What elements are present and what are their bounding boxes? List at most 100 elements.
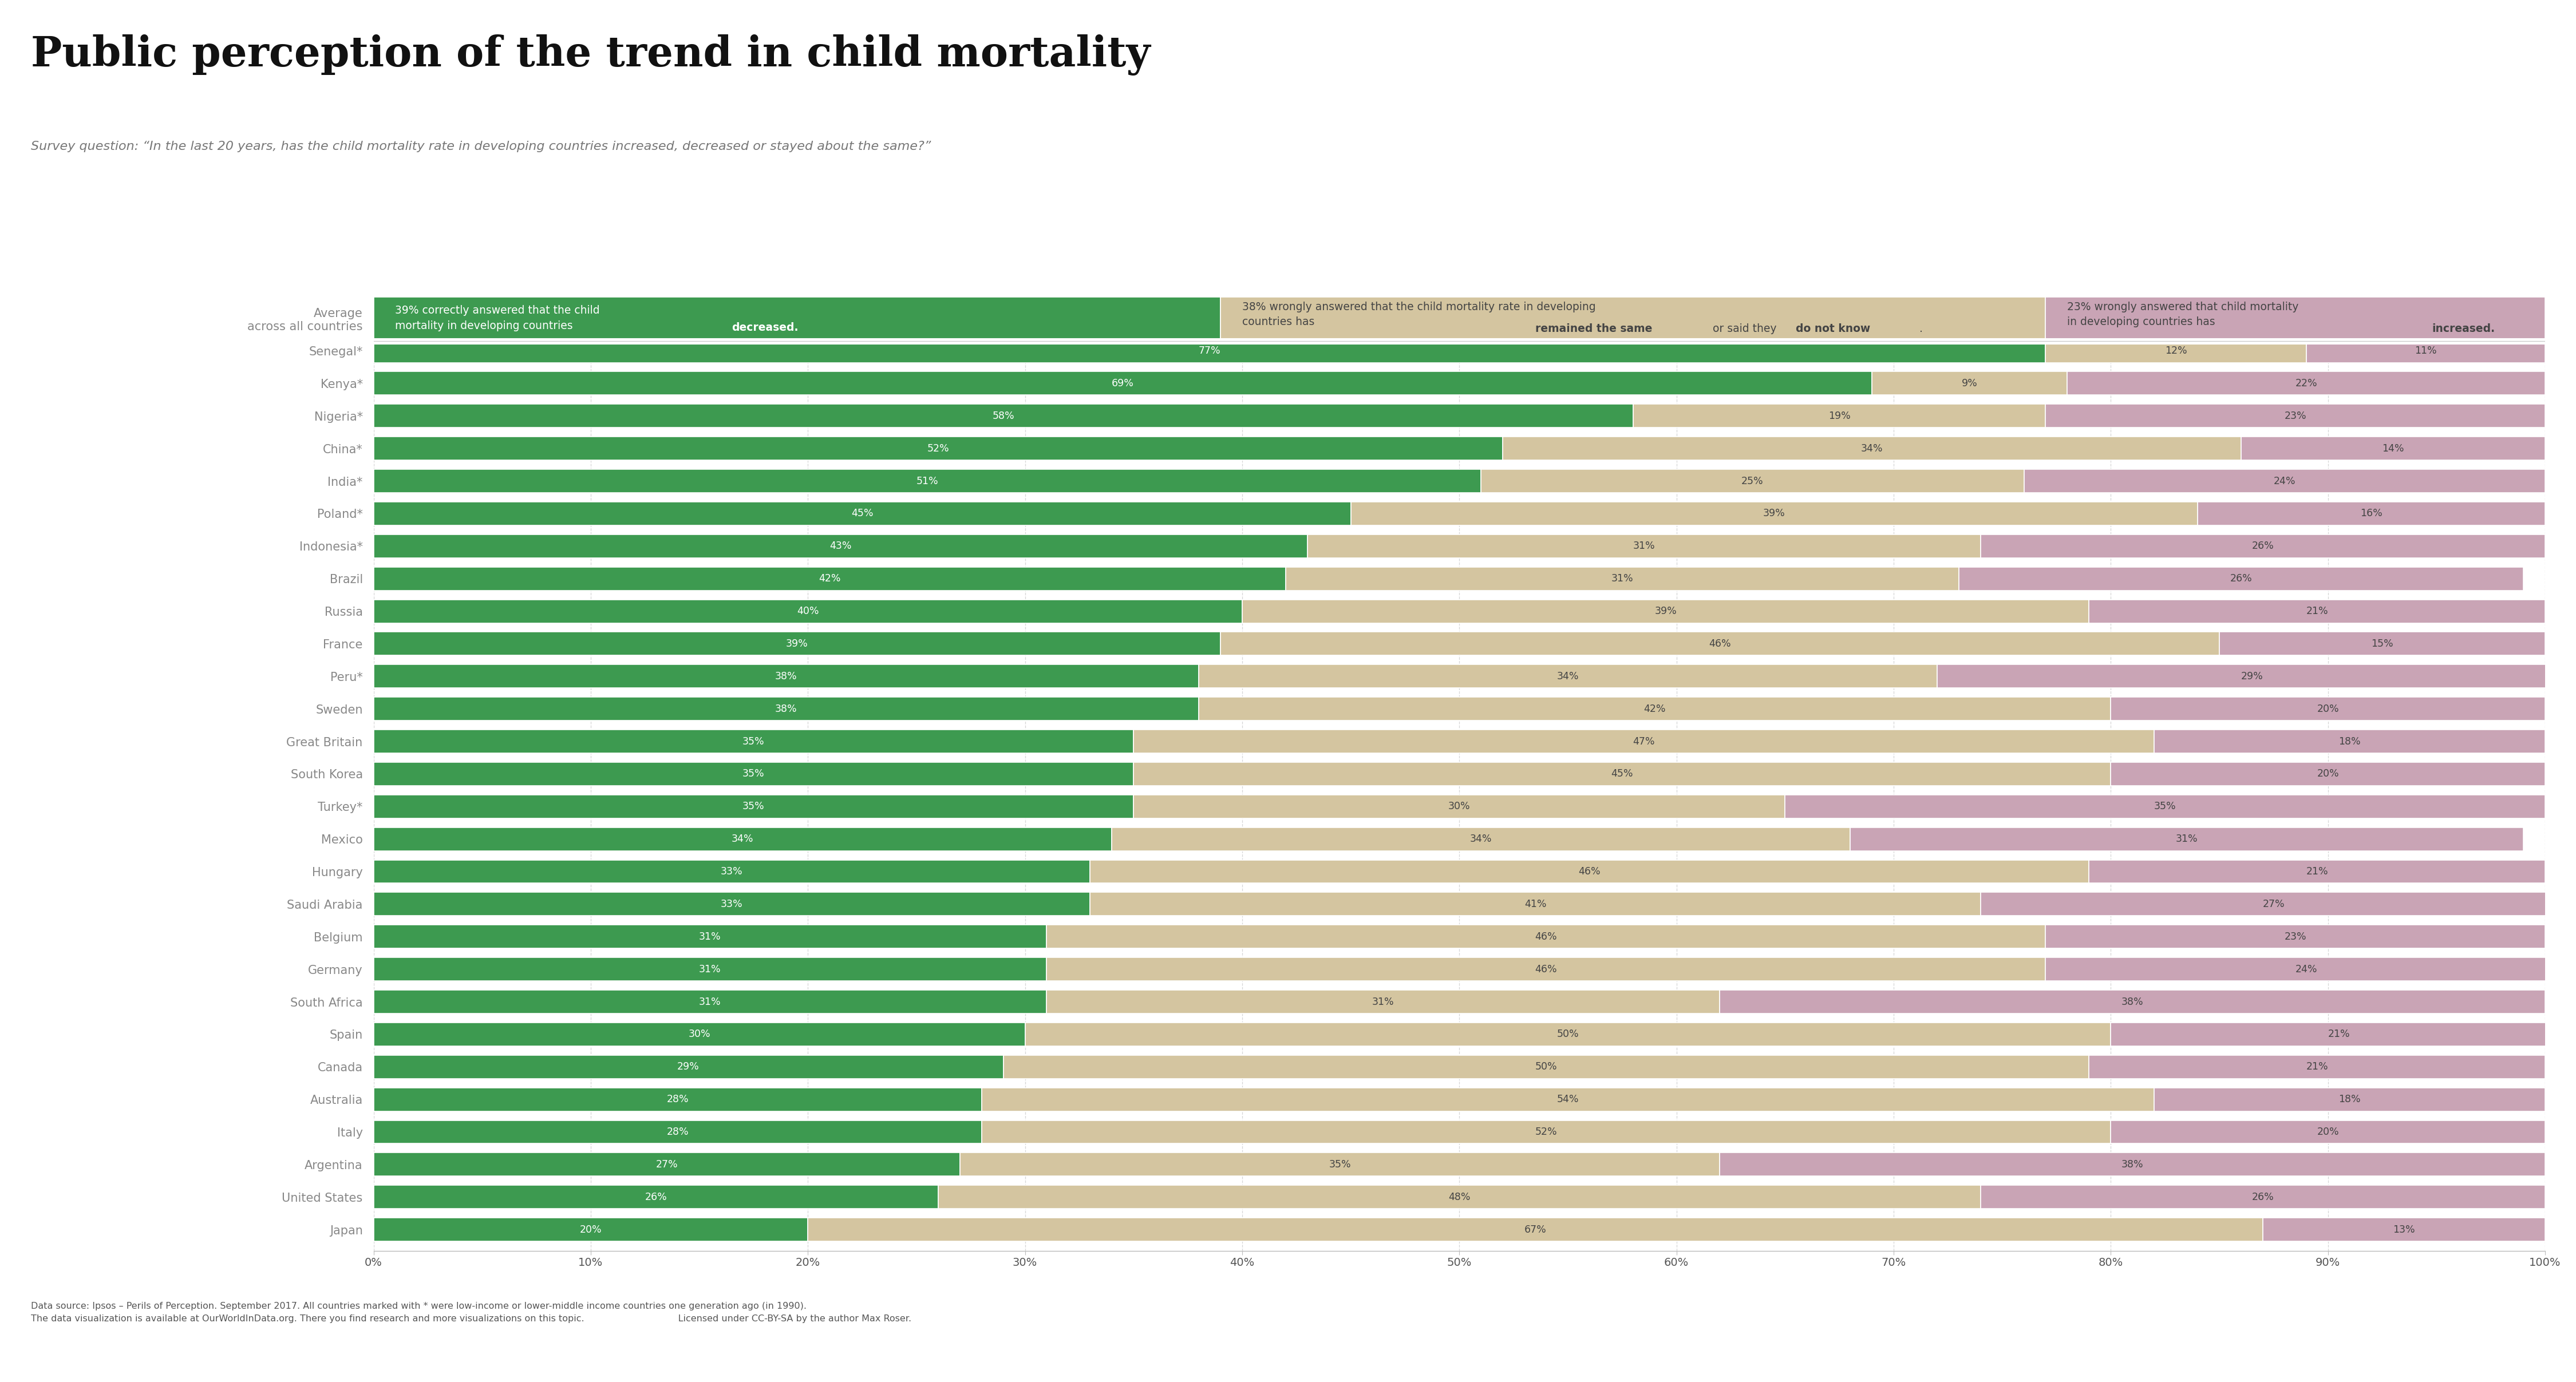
Text: 43%: 43% <box>829 540 853 551</box>
Text: 21%: 21% <box>2306 1061 2329 1072</box>
Text: do not know: do not know <box>1795 323 1870 334</box>
Text: 40%: 40% <box>796 607 819 616</box>
Text: 69%: 69% <box>1113 379 1133 388</box>
Text: 54%: 54% <box>1556 1095 1579 1104</box>
Text: 35%: 35% <box>742 768 765 779</box>
Bar <box>374 502 1350 525</box>
Text: 9%: 9% <box>1963 379 1978 388</box>
Text: 26%: 26% <box>2251 1191 2275 1202</box>
Bar <box>374 958 1046 981</box>
Text: 39%: 39% <box>786 638 809 650</box>
Bar <box>1025 1023 2110 1046</box>
Bar <box>374 828 1113 851</box>
Text: 20%: 20% <box>2316 768 2339 779</box>
Bar <box>374 470 1481 493</box>
Bar <box>1873 372 2069 395</box>
Text: 31%: 31% <box>2177 833 2197 844</box>
Text: 67%: 67% <box>1525 1224 1546 1234</box>
Text: decreased.: decreased. <box>732 322 799 333</box>
Text: 46%: 46% <box>1535 965 1558 974</box>
Text: 34%: 34% <box>732 833 755 844</box>
Text: 34%: 34% <box>1860 444 1883 453</box>
Bar <box>1633 404 2045 427</box>
Text: 19%: 19% <box>1829 410 1850 422</box>
Text: 50%: 50% <box>1556 1030 1579 1039</box>
Bar <box>2045 404 2545 427</box>
Bar <box>1046 925 2045 948</box>
Text: 21%: 21% <box>2306 607 2329 616</box>
Bar <box>1046 990 1721 1013</box>
Bar <box>374 697 1198 720</box>
Bar <box>1937 665 2566 688</box>
Text: 46%: 46% <box>1708 638 1731 650</box>
Text: 48%: 48% <box>1448 1191 1471 1202</box>
Text: 11%: 11% <box>2414 346 2437 357</box>
Bar <box>1502 437 2241 460</box>
Text: Data source: Ipsos – Perils of Perception. September 2017. All countries marked : Data source: Ipsos – Perils of Perceptio… <box>31 1302 912 1323</box>
Bar <box>1002 1054 2089 1078</box>
Bar <box>1981 535 2545 558</box>
Text: 31%: 31% <box>698 931 721 941</box>
Bar <box>1350 502 2197 525</box>
Text: 31%: 31% <box>698 965 721 974</box>
Text: in Data: in Data <box>2409 98 2470 112</box>
Bar <box>374 600 1242 623</box>
Text: 77%: 77% <box>1198 346 1221 357</box>
Text: 28%: 28% <box>667 1095 688 1104</box>
Bar <box>1198 697 2110 720</box>
Text: 38% wrongly answered that the child mortality rate in developing
countries has: 38% wrongly answered that the child mort… <box>1242 301 1595 328</box>
Text: 20%: 20% <box>2316 703 2339 714</box>
Text: 50%: 50% <box>1535 1061 1558 1072</box>
Bar <box>2045 958 2566 981</box>
Bar <box>1046 958 2045 981</box>
Bar <box>2110 763 2545 785</box>
Text: .: . <box>1919 323 1924 334</box>
Bar <box>1113 828 1850 851</box>
Text: 12%: 12% <box>2164 346 2187 357</box>
Bar <box>2069 372 2545 395</box>
Text: 35%: 35% <box>742 737 765 746</box>
Text: 27%: 27% <box>2262 898 2285 909</box>
Bar <box>938 1186 1981 1209</box>
Bar <box>1785 795 2545 818</box>
Text: 46%: 46% <box>1579 867 1600 876</box>
Text: 33%: 33% <box>721 867 742 876</box>
Text: 42%: 42% <box>1643 703 1667 714</box>
Text: Our World: Our World <box>2396 57 2483 70</box>
Bar <box>809 1218 2262 1241</box>
Bar <box>2110 1023 2566 1046</box>
Text: 34%: 34% <box>1556 672 1579 681</box>
Text: 16%: 16% <box>2360 509 2383 518</box>
Text: 25%: 25% <box>1741 475 1765 486</box>
Text: 52%: 52% <box>927 444 948 453</box>
Text: 15%: 15% <box>2370 638 2393 650</box>
Text: 33%: 33% <box>721 898 742 909</box>
Text: 26%: 26% <box>644 1191 667 1202</box>
Text: 38%: 38% <box>2123 996 2143 1007</box>
Bar <box>2241 437 2545 460</box>
Bar <box>374 632 1221 655</box>
Text: 31%: 31% <box>1610 574 1633 583</box>
Bar <box>374 730 1133 753</box>
Bar <box>374 1218 809 1241</box>
Text: 18%: 18% <box>2339 737 2360 746</box>
Text: 24%: 24% <box>2295 965 2318 974</box>
Text: 20%: 20% <box>2316 1126 2339 1137</box>
Text: 27%: 27% <box>657 1159 677 1169</box>
Text: 13%: 13% <box>2393 1224 2414 1234</box>
Text: remained the same: remained the same <box>1535 323 1651 334</box>
Bar <box>1221 632 2221 655</box>
Bar <box>374 1186 938 1209</box>
Text: 23%: 23% <box>2285 931 2306 941</box>
Bar <box>374 1054 1002 1078</box>
Text: 41%: 41% <box>1525 898 1546 909</box>
Bar <box>374 665 1198 688</box>
Text: 31%: 31% <box>1373 996 1394 1007</box>
Bar <box>961 1153 1721 1176</box>
Text: 38%: 38% <box>775 703 796 714</box>
Text: 35%: 35% <box>742 802 765 811</box>
Bar <box>1721 990 2545 1013</box>
Text: 34%: 34% <box>1471 833 1492 844</box>
Bar <box>2221 632 2545 655</box>
Bar <box>2110 697 2545 720</box>
